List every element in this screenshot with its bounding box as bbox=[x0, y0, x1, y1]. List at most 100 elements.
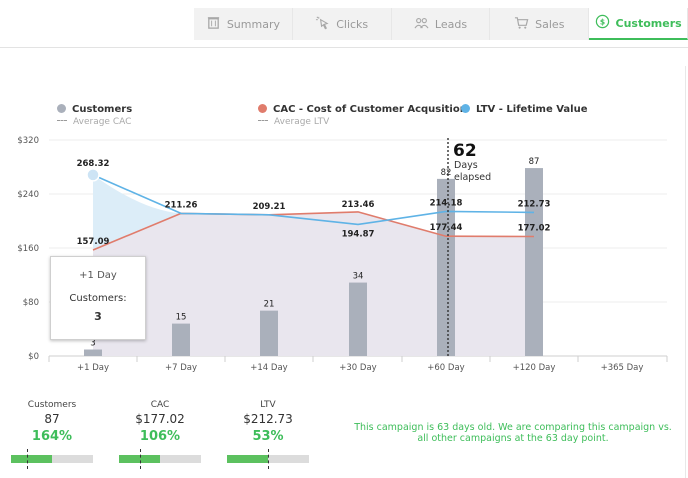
chart-tooltip: +1 Day Customers: 3 bbox=[50, 256, 146, 340]
stat-ltv: LTV $212.73 53% bbox=[233, 400, 303, 444]
x-tick-label: +7 Day bbox=[165, 363, 197, 373]
x-tick-label: +60 Day bbox=[427, 363, 464, 373]
y-tick-label: $320 bbox=[17, 136, 39, 146]
legend-cac[interactable]: CAC - Cost of Customer Acqusition Averag… bbox=[258, 104, 467, 127]
tab-customers-label: Customers bbox=[615, 16, 682, 30]
ltv-data-label: 214.18 bbox=[430, 198, 463, 208]
ltv-area bbox=[93, 174, 181, 250]
stat-ltv-progress bbox=[227, 449, 309, 469]
tooltip-day: +1 Day bbox=[79, 270, 117, 281]
customers-bar bbox=[172, 323, 190, 356]
tab-summary[interactable]: Summary bbox=[194, 8, 293, 40]
cursor-click-icon bbox=[315, 15, 330, 33]
legend-ltv-label: LTV - Lifetime Value bbox=[476, 104, 588, 115]
customers-data-label: 15 bbox=[176, 313, 187, 323]
customers-bar bbox=[260, 310, 278, 356]
stat-customers-progress bbox=[11, 449, 93, 469]
progress-marker bbox=[27, 449, 28, 469]
tooltip-label: Customers: bbox=[69, 293, 127, 304]
tooltip-value: 3 bbox=[94, 310, 102, 323]
progress-marker bbox=[140, 449, 141, 469]
tab-customers[interactable]: $ Customers bbox=[589, 8, 688, 40]
ltv-legend-dot bbox=[461, 104, 470, 113]
legend-average-cac: Average CAC bbox=[73, 117, 132, 127]
header-divider bbox=[0, 47, 688, 48]
y-tick-label: $0 bbox=[28, 352, 39, 362]
stat-customers: Customers 87 164% bbox=[17, 400, 87, 444]
days-elapsed-label: elapsed bbox=[454, 172, 491, 183]
x-tick-label: +14 Day bbox=[250, 363, 287, 373]
cac-data-label: 177.02 bbox=[518, 224, 551, 234]
dollar-circle-icon: $ bbox=[595, 14, 610, 32]
progress-fill bbox=[227, 455, 268, 463]
days-elapsed-label: Days bbox=[454, 160, 478, 171]
legend-average-ltv: Average LTV bbox=[274, 117, 330, 127]
customers-chart: $0 $80 $160 $240 $320 3 15 21 34 82 87 268.32 211.26… bbox=[17, 136, 668, 373]
legend-customers-label: Customers bbox=[72, 104, 133, 115]
tab-bar: Summary Clicks Leads Sales $ Customers bbox=[194, 8, 688, 40]
days-elapsed-value: 62 bbox=[453, 141, 477, 161]
customers-bar bbox=[525, 168, 543, 356]
ltv-data-label: 212.73 bbox=[518, 199, 551, 209]
cac-line bbox=[92, 211, 535, 251]
ltv-data-label: 194.87 bbox=[342, 229, 375, 239]
stat-cac-value: $177.02 bbox=[135, 412, 185, 426]
trash-icon bbox=[206, 15, 221, 33]
ltv-data-label: 209.21 bbox=[253, 202, 286, 212]
cac-legend-dot bbox=[258, 104, 267, 113]
tab-leads-label: Leads bbox=[434, 17, 468, 31]
progress-marker bbox=[268, 449, 269, 469]
cac-data-label: 213.46 bbox=[342, 200, 375, 210]
customers-bar bbox=[349, 282, 367, 356]
y-tick-label: $160 bbox=[17, 244, 39, 254]
x-tick-label: +30 Day bbox=[339, 363, 376, 373]
campaign-note: This campaign is 63 days old. We are com… bbox=[354, 422, 672, 444]
legend-ltv[interactable]: LTV - Lifetime Value bbox=[461, 104, 587, 115]
customers-bar bbox=[437, 178, 455, 356]
ltv-line bbox=[92, 174, 535, 226]
ltv-point-highlight bbox=[86, 168, 100, 182]
stat-cac-label: CAC bbox=[150, 400, 170, 410]
tab-leads[interactable]: Leads bbox=[391, 8, 491, 40]
users-icon bbox=[414, 15, 429, 33]
cac-data-label: 177.44 bbox=[430, 223, 463, 233]
stat-customers-percent: 164% bbox=[31, 429, 73, 444]
customers-data-label: 82 bbox=[441, 168, 452, 178]
customers-data-label: 87 bbox=[529, 157, 540, 167]
stat-cac: CAC $177.02 106% bbox=[125, 400, 195, 444]
cac-data-label: 157.09 bbox=[77, 237, 110, 247]
panel-border bbox=[685, 66, 686, 478]
dash-icon bbox=[258, 120, 268, 121]
stat-ltv-value: $212.73 bbox=[243, 412, 293, 426]
ltv-data-label: 211.26 bbox=[165, 200, 198, 210]
stat-ltv-percent: 53% bbox=[252, 429, 284, 444]
stat-ltv-label: LTV bbox=[260, 400, 276, 410]
customers-data-label: 34 bbox=[353, 272, 364, 282]
progress-fill bbox=[119, 455, 160, 463]
tab-clicks[interactable]: Clicks bbox=[292, 8, 392, 40]
customers-data-label: 3 bbox=[90, 339, 95, 349]
customers-bar bbox=[84, 349, 102, 356]
tab-summary-label: Summary bbox=[226, 17, 280, 31]
stat-customers-value: 87 bbox=[44, 412, 60, 426]
x-tick-label: +120 Day bbox=[513, 363, 556, 373]
ltv-data-label: 268.32 bbox=[77, 159, 110, 169]
y-tick-label: $240 bbox=[17, 190, 39, 200]
customers-legend-dot bbox=[57, 104, 66, 113]
tab-sales[interactable]: Sales bbox=[490, 8, 590, 40]
tab-sales-label: Sales bbox=[535, 17, 565, 31]
stat-customers-label: Customers bbox=[27, 400, 77, 410]
legend-cac-label: CAC - Cost of Customer Acqusition bbox=[273, 104, 467, 115]
cac-area bbox=[93, 211, 534, 356]
x-tick-label: +1 Day bbox=[77, 363, 109, 373]
dash-icon bbox=[57, 120, 67, 121]
stat-cac-progress bbox=[119, 449, 201, 469]
legend-customers[interactable]: Customers Average CAC bbox=[57, 104, 132, 127]
customers-data-label: 21 bbox=[264, 300, 275, 310]
tab-clicks-label: Clicks bbox=[336, 17, 369, 31]
stat-cac-percent: 106% bbox=[139, 429, 181, 444]
progress-fill bbox=[11, 455, 52, 463]
x-tick-label: +365 Day bbox=[601, 363, 644, 373]
cart-icon bbox=[514, 15, 529, 33]
y-tick-label: $80 bbox=[23, 298, 39, 308]
